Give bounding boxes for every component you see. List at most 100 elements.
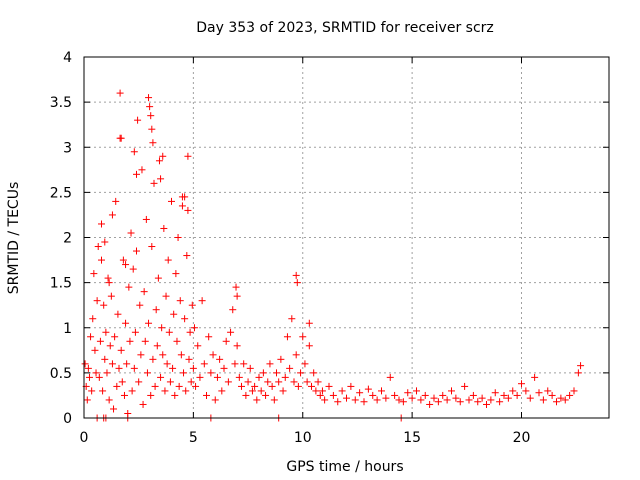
data-point: [391, 391, 399, 399]
data-point: [187, 378, 195, 386]
data-point: [149, 139, 157, 147]
data-point: [108, 211, 116, 219]
data-point: [205, 333, 213, 341]
x-tick-label: 0: [80, 430, 89, 446]
data-point: [227, 328, 235, 336]
data-point: [557, 394, 565, 402]
data-point: [114, 310, 122, 318]
data-point: [283, 333, 291, 341]
data-point: [129, 265, 137, 273]
data-point: [152, 306, 160, 314]
data-point: [209, 351, 217, 359]
data-point: [297, 369, 305, 377]
data-point: [189, 364, 197, 372]
data-point: [248, 387, 256, 395]
data-point: [273, 369, 280, 377]
data-point: [117, 346, 125, 354]
data-point: [413, 387, 420, 395]
data-point: [321, 396, 329, 404]
data-point: [347, 382, 355, 390]
data-point: [469, 391, 477, 399]
data-point: [127, 229, 135, 237]
data-point: [148, 243, 156, 251]
data-point: [231, 360, 239, 368]
data-point: [118, 378, 126, 386]
data-point: [266, 360, 274, 368]
data-point: [294, 382, 302, 390]
data-point: [308, 382, 315, 390]
data-point: [351, 396, 359, 404]
data-point: [184, 152, 192, 160]
data-point: [183, 252, 191, 260]
data-point: [180, 369, 188, 377]
y-tick-label: 2: [63, 231, 72, 247]
data-point: [196, 373, 204, 381]
data-point: [268, 382, 276, 390]
data-point: [329, 391, 337, 399]
data-point: [146, 103, 154, 111]
y-tick-label: 3.5: [50, 95, 72, 111]
data-point: [130, 148, 138, 156]
data-point: [165, 328, 173, 336]
data-point: [153, 342, 161, 350]
data-point: [123, 360, 131, 368]
data-point: [270, 396, 278, 404]
data-point: [386, 373, 394, 381]
chart-title: Day 353 of 2023, SRMTID for receiver scr…: [196, 20, 494, 36]
data-point: [158, 324, 166, 332]
data-point: [140, 288, 148, 296]
data-point: [535, 389, 543, 397]
data-point: [487, 396, 495, 404]
data-point: [232, 283, 240, 291]
y-tick-label: 0.5: [50, 366, 72, 382]
data-point: [99, 387, 107, 395]
data-point: [310, 369, 318, 377]
data-point: [203, 391, 210, 399]
data-point: [170, 310, 178, 318]
data-point: [211, 396, 219, 404]
data-point: [192, 382, 200, 390]
data-point: [443, 396, 451, 404]
data-point: [95, 373, 103, 381]
data-point: [147, 391, 155, 399]
data-point: [194, 342, 202, 350]
data-point: [94, 243, 102, 251]
grid: [84, 57, 609, 418]
data-point: [570, 387, 578, 395]
data-point: [171, 391, 179, 399]
data-point: [233, 292, 241, 300]
data-point: [299, 333, 307, 341]
data-point: [117, 134, 125, 142]
axis-ticks: 0 0.5 1 1.5 2 2.5 3 3.5 4 0 5 10 15 20: [50, 50, 609, 446]
data-point: [478, 394, 486, 402]
data-point: [408, 394, 416, 402]
data-point: [101, 238, 109, 246]
data-point: [163, 360, 171, 368]
y-tick-label: 1: [63, 321, 72, 337]
data-point: [151, 382, 159, 390]
data-point: [548, 391, 556, 399]
data-point: [119, 256, 127, 264]
data-point: [143, 369, 151, 377]
data-point: [373, 396, 381, 404]
data-point: [184, 206, 192, 214]
data-point: [93, 297, 101, 305]
data-point: [173, 337, 181, 345]
data-point: [125, 283, 133, 291]
data-point: [500, 391, 508, 399]
data-point: [198, 297, 206, 305]
data-point: [224, 378, 232, 386]
data-point: [275, 378, 283, 386]
data-point: [139, 400, 147, 408]
data-point: [148, 125, 156, 133]
data-point: [264, 378, 272, 386]
data-point: [303, 378, 311, 386]
x-tick-label: 5: [189, 430, 198, 446]
data-point: [343, 394, 350, 402]
data-point: [316, 391, 324, 399]
data-point: [216, 355, 224, 363]
data-point: [160, 224, 168, 232]
data-point: [281, 373, 289, 381]
data-point: [255, 373, 263, 381]
